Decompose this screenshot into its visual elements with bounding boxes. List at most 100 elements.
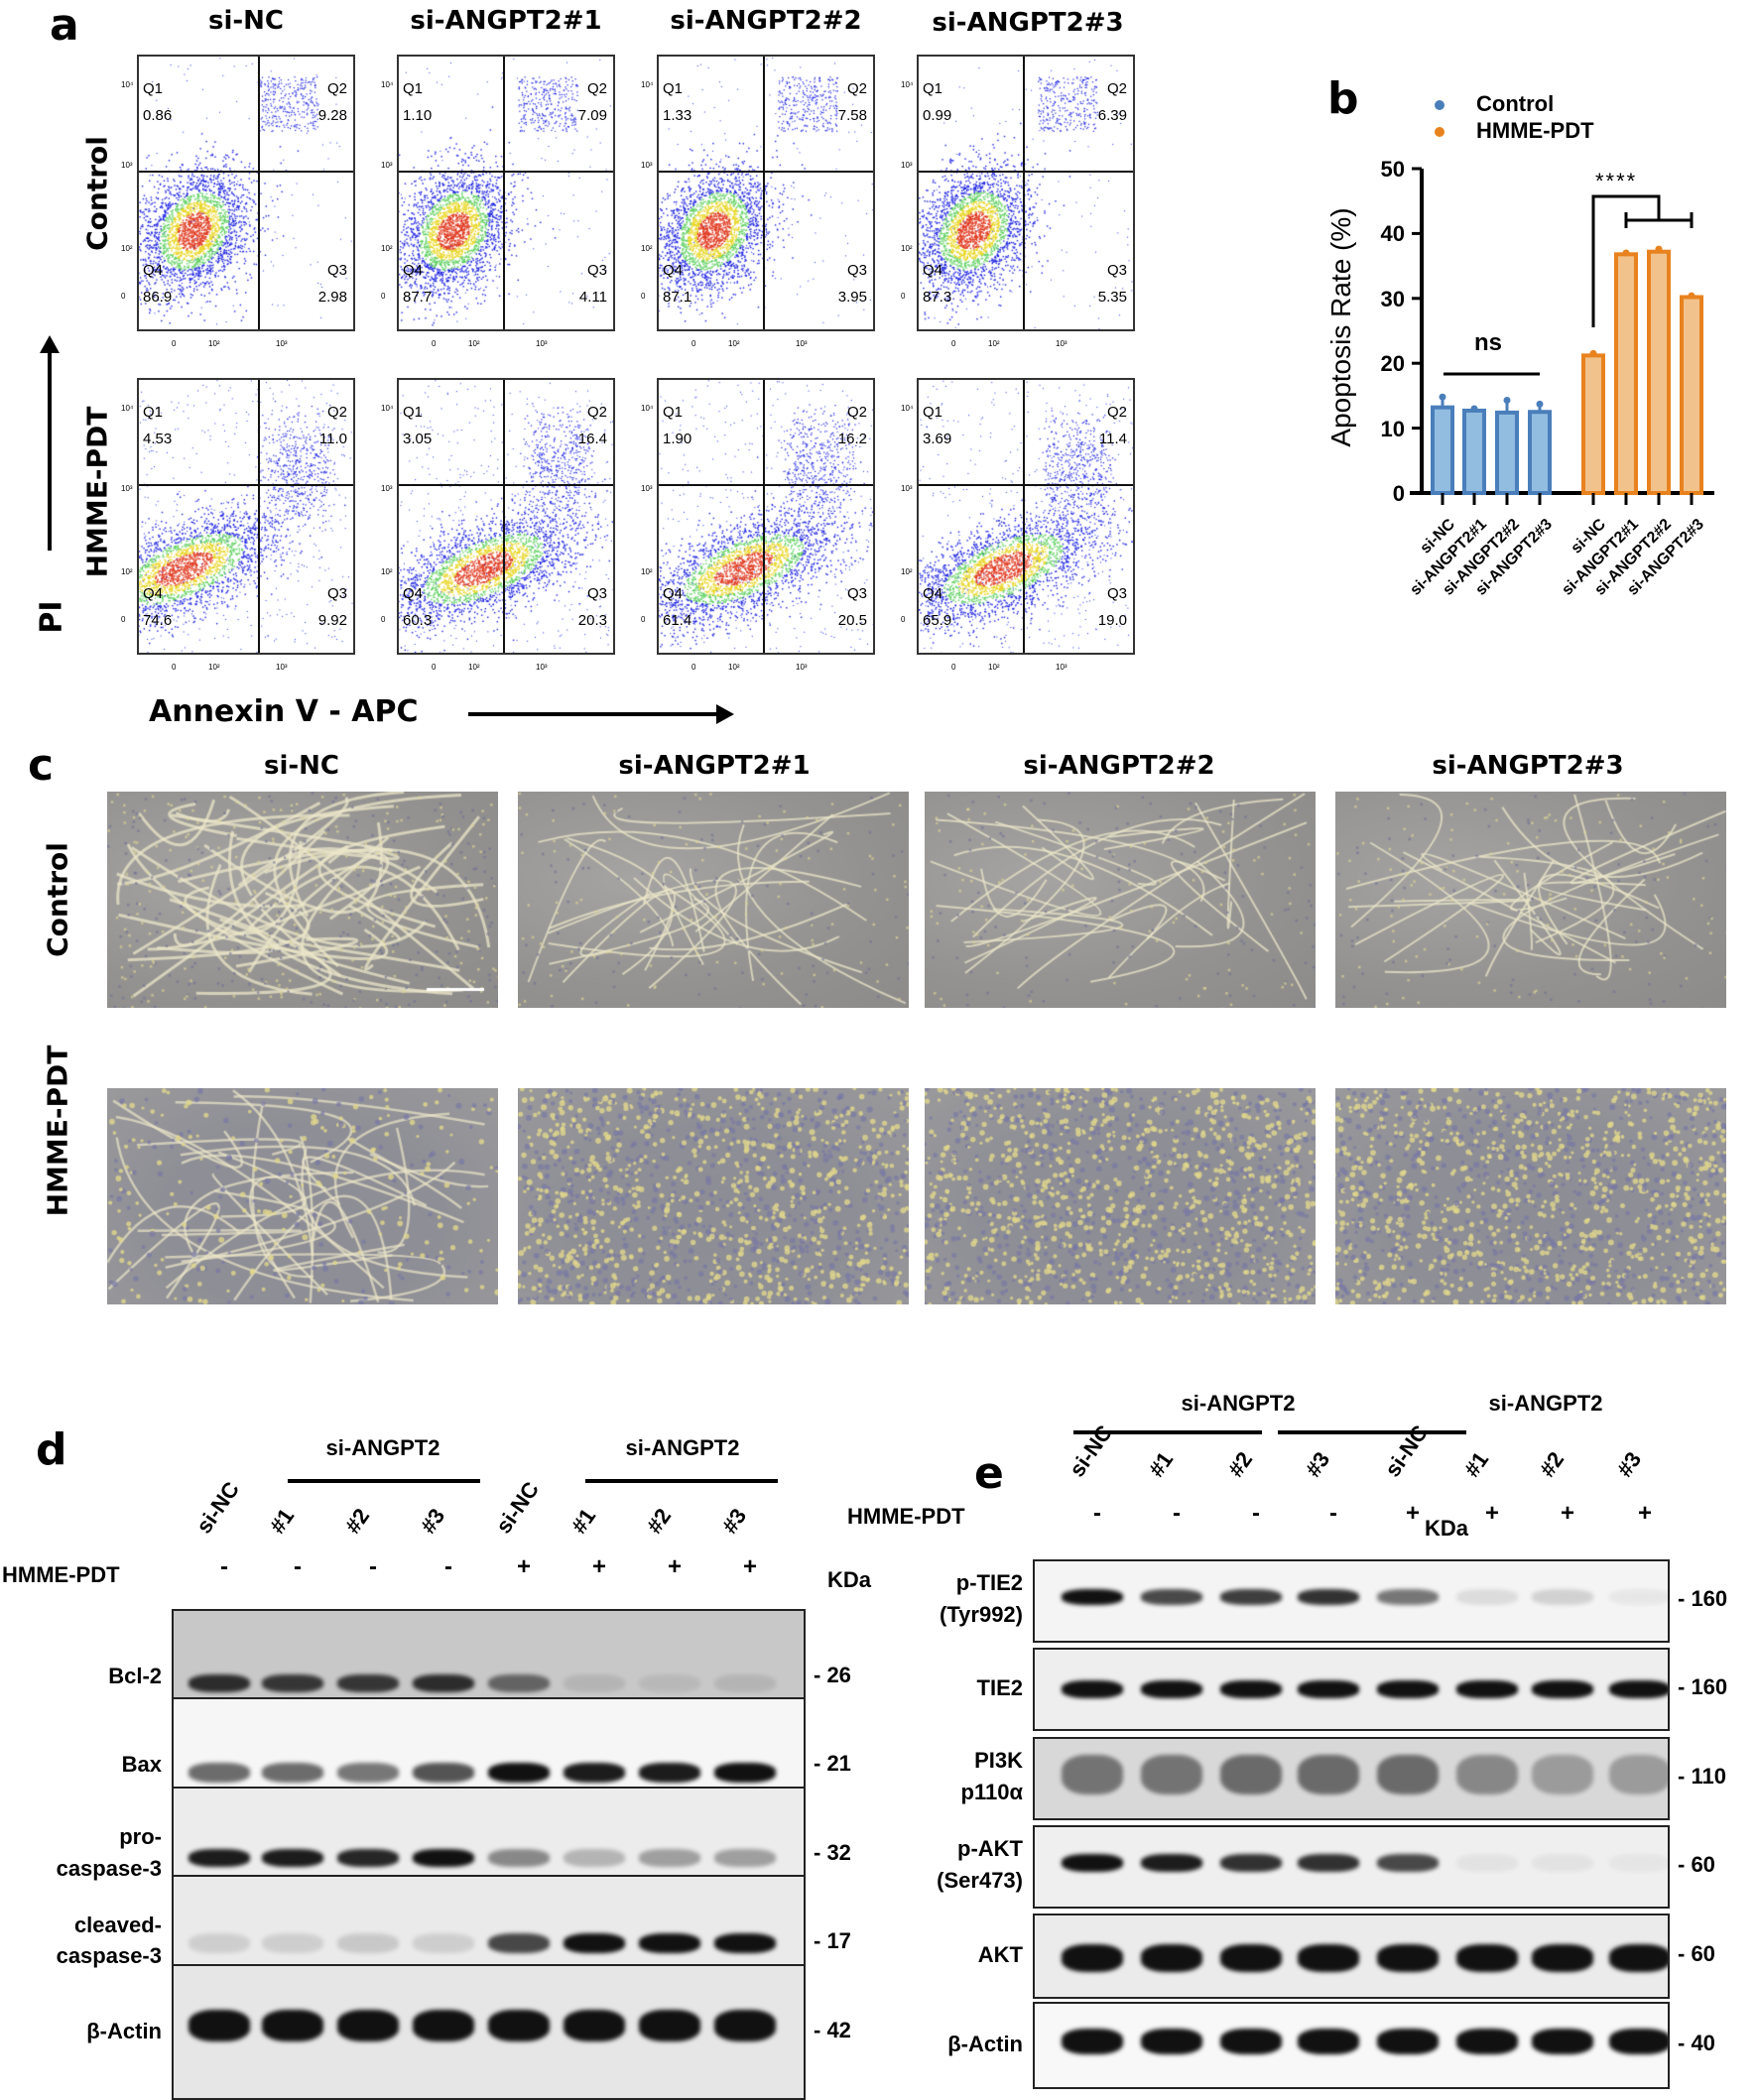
gate-line-horizontal	[919, 171, 1133, 173]
x-tick-label: 10³	[796, 663, 808, 672]
quadrant-value-q4: 61.4	[663, 612, 692, 629]
kda-marker: - 26	[814, 1662, 851, 1687]
flow-plot: Q1 0.99 Q2 6.39 Q3 5.35 Q4 87.3	[917, 55, 1135, 331]
cell-texture	[518, 792, 909, 1008]
protein-band	[262, 1674, 323, 1693]
protein-band	[1298, 1589, 1359, 1605]
kda-marker: - 21	[814, 1751, 851, 1776]
x-tick-label: 10²	[468, 663, 480, 672]
quadrant-value-q4: 65.9	[923, 612, 952, 629]
y-tick-label: 50	[1380, 157, 1405, 182]
y-tick-label: 30	[1380, 286, 1405, 311]
quadrant-name-q4: Q4	[923, 262, 943, 279]
quadrant-name-q1: Q1	[403, 404, 424, 421]
treatment-sign: -	[1329, 1500, 1337, 1527]
protein-band	[262, 1932, 323, 1953]
kda-marker: - 60	[1678, 1941, 1715, 1966]
protein-band	[1609, 1943, 1668, 1972]
quadrant-value-q3: 20.3	[577, 612, 607, 629]
protein-band	[1532, 1589, 1593, 1605]
legend-dot-hmme-pdt	[1435, 127, 1444, 137]
protein-band	[1220, 1680, 1282, 1698]
c-row-label-hmme-pdt: HMME-PDT	[41, 1045, 74, 1217]
treatment-sign: -	[369, 1553, 377, 1580]
cell-texture	[107, 1088, 498, 1304]
x-tick-label: 0	[691, 339, 696, 348]
protein-band	[1141, 1943, 1202, 1972]
protein-band	[413, 1762, 474, 1783]
blot-label: cleaved-caspase-3	[57, 1910, 162, 1973]
y-tick-label: 0	[641, 615, 646, 624]
protein-band	[488, 1848, 550, 1867]
lane-label: #3	[415, 1504, 450, 1539]
blot-label-line2: caspase-3	[56, 1943, 162, 1969]
flow-plot: Q1 3.69 Q2 11.4 Q3 19.0 Q4 65.9	[917, 378, 1135, 655]
gate-line-horizontal	[659, 484, 873, 486]
protein-band	[488, 1932, 550, 1953]
protein-band	[1220, 2028, 1282, 2054]
quadrant-name-q3: Q3	[846, 262, 867, 279]
y-tick-label: 20	[1380, 351, 1405, 377]
c-row-label-control: Control	[41, 842, 74, 957]
protein-band	[1532, 1943, 1593, 1972]
quadrant-name-q1: Q1	[923, 80, 943, 97]
protein-band	[188, 2009, 250, 2041]
protein-band	[1377, 1755, 1439, 1794]
protein-band	[1220, 1755, 1282, 1794]
e-treatment-label: HMME-PDT	[847, 1504, 965, 1529]
cell-texture	[1335, 792, 1726, 1008]
y-tick-label: 10⁴	[901, 80, 914, 89]
protein-band	[488, 2009, 550, 2041]
e-group-line-1	[1073, 1430, 1262, 1434]
blot-label: β-Actin	[86, 2016, 162, 2047]
protein-band	[1609, 1680, 1668, 1698]
protein-band	[564, 2009, 625, 2041]
scatter-density	[139, 380, 353, 653]
y-tick-label: 10³	[121, 161, 133, 170]
gate-line-vertical	[1023, 57, 1025, 329]
quadrant-name-q3: Q3	[846, 585, 867, 602]
western-blot-strip	[1033, 1648, 1670, 1731]
x-tick-label: 0	[951, 663, 956, 672]
panel-letter-c: c	[28, 740, 55, 791]
quadrant-value-q2: 6.39	[1097, 107, 1127, 124]
blot-label-line1: TIE2	[976, 1675, 1023, 1700]
quadrant-value-q1: 1.33	[663, 107, 692, 124]
protein-band	[1377, 1680, 1439, 1698]
blot-label-line1: PI3K	[974, 1748, 1023, 1773]
legend-label-control: Control	[1476, 91, 1555, 116]
quadrant-value-q3: 20.5	[837, 612, 867, 629]
protein-band	[413, 1932, 474, 1953]
panel-letter-d: d	[36, 1424, 67, 1475]
lane-label: #1	[1143, 1447, 1179, 1482]
y-tick-label: 10⁴	[381, 404, 394, 413]
blot-label-line1: p-AKT	[957, 1836, 1023, 1861]
protein-band	[564, 1932, 625, 1953]
scatter-density	[659, 380, 873, 653]
panel-letter-e: e	[974, 1448, 1004, 1499]
protein-band	[1609, 1589, 1668, 1605]
x-tick-label: 10²	[208, 339, 220, 348]
legend-dot-control	[1435, 100, 1444, 110]
lane-label: #2	[1222, 1447, 1258, 1482]
protein-band	[1456, 1589, 1518, 1605]
protein-band	[262, 1762, 323, 1783]
x-axis-arrow-shaft	[468, 712, 716, 716]
x-tick-label: 0	[432, 663, 437, 672]
western-blot-strip	[1033, 1825, 1670, 1909]
panel-letter-b: b	[1327, 73, 1359, 124]
protein-band	[188, 1932, 250, 1953]
y-tick-label: 10³	[381, 484, 393, 493]
protein-band	[188, 1848, 250, 1867]
micrograph-image	[518, 1088, 909, 1304]
x-tick-label: 10²	[728, 663, 740, 672]
quadrant-name-q3: Q3	[586, 585, 607, 602]
micrograph-image	[107, 1088, 498, 1304]
gate-line-horizontal	[139, 484, 353, 486]
scatter-density	[659, 57, 873, 329]
gate-line-vertical	[503, 380, 505, 653]
gate-line-vertical	[503, 57, 505, 329]
row-label-control: Control	[80, 136, 114, 251]
y-tick-label: 10³	[381, 161, 393, 170]
gate-line-vertical	[763, 380, 765, 653]
